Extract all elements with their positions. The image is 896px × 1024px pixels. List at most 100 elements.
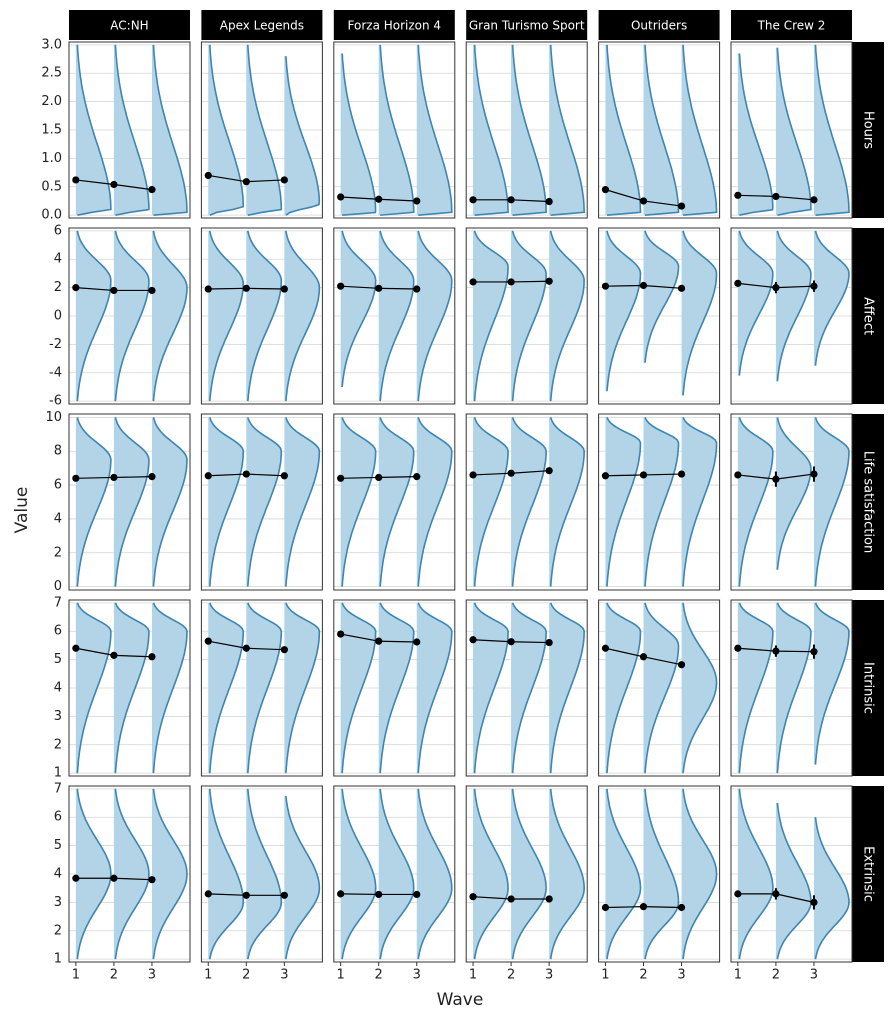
x-tick-label: 2 (110, 968, 118, 983)
violin-outline (511, 44, 547, 216)
mean-point (810, 196, 818, 204)
panel-border (465, 227, 588, 405)
violin-outline (209, 602, 245, 774)
mean-point (204, 472, 212, 480)
mean-point (204, 890, 212, 898)
x-tick-label: 3 (413, 968, 421, 983)
strip-label: Forza Horizon 4 (348, 19, 442, 33)
mean-point (242, 891, 250, 899)
violin-outline (549, 788, 586, 960)
violin-outline (114, 417, 150, 587)
mean-point (677, 470, 686, 478)
mean-point (677, 284, 686, 292)
violin-outline (776, 602, 812, 774)
mean-point (110, 651, 118, 659)
violin-outline (511, 417, 547, 587)
strip-label: Extrinsic (861, 846, 876, 902)
violin-fill (605, 788, 641, 960)
strip (466, 10, 588, 40)
violin-fill (605, 417, 641, 587)
violin-fill (813, 602, 849, 765)
violin-fill (246, 602, 282, 774)
violin-outline (644, 417, 680, 587)
violin-outline (606, 230, 642, 392)
mean-point (601, 644, 610, 652)
panel-border (730, 599, 853, 777)
strip-label: Intrinsic (861, 662, 876, 714)
panel-border (333, 227, 456, 405)
mean-point (639, 197, 648, 205)
mean-point (413, 197, 421, 205)
mean-point (280, 646, 288, 654)
x-tick-label: 3 (280, 968, 288, 983)
y-tick-label: 0 (54, 579, 62, 594)
violin-fill (340, 53, 376, 216)
violin-fill (113, 788, 149, 960)
violin-outline (776, 802, 812, 960)
panel-border (730, 785, 853, 963)
x-tick-label: 2 (375, 968, 383, 983)
y-tick-label: -6 (49, 394, 62, 409)
panel-border (465, 413, 588, 591)
violin-outline (209, 417, 245, 587)
mean-point (280, 472, 288, 480)
panel-border (68, 785, 191, 963)
mean-point (148, 473, 156, 481)
violin-outline (379, 417, 415, 587)
x-tick-label: 1 (72, 968, 80, 983)
y-tick-label: 8 (54, 444, 62, 459)
violin-fill (775, 803, 811, 960)
mean-point (545, 197, 553, 206)
strip-label: Outriders (631, 19, 687, 33)
violin-fill (284, 795, 320, 960)
x-tick-label: 1 (204, 968, 212, 983)
mean-point (734, 191, 742, 199)
violin-fill (208, 230, 244, 402)
violin-fill (75, 602, 111, 774)
violin-fill (246, 417, 282, 587)
panel-border (730, 227, 853, 405)
violin-outline (682, 602, 718, 774)
strip-label: Life satisfaction (861, 451, 876, 553)
violin-outline (152, 417, 188, 587)
violin-outline (76, 417, 112, 587)
violin-outline (738, 417, 774, 587)
violin-outline (379, 602, 415, 774)
violin-outline (341, 417, 377, 587)
violin-fill (416, 417, 452, 587)
violin-fill (378, 788, 414, 960)
violin-fill (151, 788, 187, 960)
violin-outline (549, 44, 586, 216)
mean-point (772, 647, 780, 655)
mean-point (810, 282, 818, 290)
mean-point (469, 196, 477, 204)
mean-point (337, 282, 345, 290)
violin-outline (738, 53, 774, 216)
mean-point (639, 471, 648, 479)
violin-outline (114, 788, 150, 960)
y-tick-label: 5 (54, 652, 62, 667)
violin-fill (473, 44, 509, 216)
mean-point (337, 474, 345, 482)
mean-point (734, 644, 742, 652)
strip (852, 600, 884, 776)
mean-point (545, 895, 553, 903)
mean-point (148, 286, 156, 295)
mean-point (734, 471, 742, 479)
violin-fill (340, 602, 376, 774)
mean-point (469, 471, 477, 479)
violin-outline (417, 602, 453, 774)
violin-outline (473, 230, 509, 402)
violin-outline (814, 602, 850, 765)
mean-point (72, 474, 80, 482)
strip (852, 786, 884, 962)
violin-fill (113, 417, 149, 587)
mean-point (337, 890, 345, 898)
y-tick-label: 10 (45, 410, 62, 425)
mean-point (772, 475, 780, 483)
mean-point (242, 470, 250, 478)
y-tick-label: 1.0 (41, 151, 62, 166)
strip (731, 10, 852, 40)
violin-outline (379, 788, 415, 960)
panel-border (333, 599, 456, 777)
